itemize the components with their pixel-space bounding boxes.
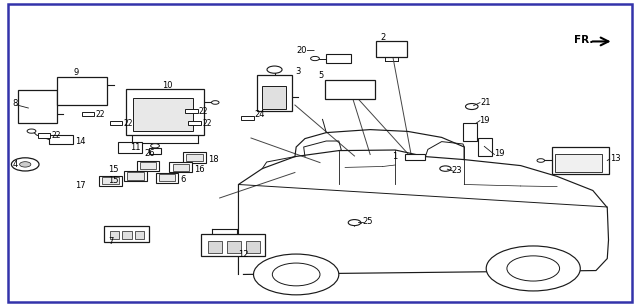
Circle shape <box>27 129 36 133</box>
Text: FR.: FR. <box>574 35 593 45</box>
Bar <box>185 109 198 114</box>
Bar <box>201 234 265 256</box>
Circle shape <box>267 66 282 73</box>
Bar <box>246 241 260 253</box>
Bar <box>127 173 144 180</box>
Bar <box>463 123 477 141</box>
Circle shape <box>150 144 159 148</box>
Bar <box>183 152 206 162</box>
Text: 26: 26 <box>145 148 155 158</box>
Circle shape <box>12 158 39 171</box>
Text: 21: 21 <box>481 98 491 106</box>
Circle shape <box>507 256 559 281</box>
Bar <box>137 161 159 171</box>
Circle shape <box>211 101 219 104</box>
Bar <box>159 174 175 181</box>
Text: 14: 14 <box>75 136 85 146</box>
Bar <box>326 54 351 63</box>
Text: 10: 10 <box>162 81 172 90</box>
Circle shape <box>486 246 580 291</box>
Bar <box>38 133 51 138</box>
Text: 18: 18 <box>209 155 219 164</box>
Bar <box>124 171 147 181</box>
Bar <box>135 231 145 239</box>
Bar <box>325 80 375 99</box>
Bar <box>209 241 222 253</box>
Text: 12: 12 <box>239 250 249 259</box>
Text: 6: 6 <box>180 175 186 184</box>
Text: 5: 5 <box>319 71 324 80</box>
Bar <box>188 121 201 125</box>
Text: 15: 15 <box>108 165 118 174</box>
Bar <box>257 75 292 111</box>
Circle shape <box>20 162 31 167</box>
Circle shape <box>440 166 451 171</box>
Bar <box>556 155 602 173</box>
Text: 11: 11 <box>131 143 141 151</box>
Bar <box>405 154 426 160</box>
Text: 22: 22 <box>199 106 209 116</box>
Text: 2: 2 <box>381 33 386 42</box>
Text: 7: 7 <box>108 237 113 246</box>
Text: 22: 22 <box>52 131 61 140</box>
Text: 17: 17 <box>76 181 86 190</box>
Text: 16: 16 <box>195 165 205 174</box>
Text: 23: 23 <box>452 166 462 176</box>
Bar <box>122 231 132 239</box>
Text: 22: 22 <box>124 118 133 128</box>
Bar <box>173 164 189 171</box>
Bar <box>227 241 241 253</box>
Bar <box>110 231 119 239</box>
Bar <box>18 90 56 123</box>
Bar <box>156 173 179 183</box>
Bar <box>478 138 492 156</box>
Bar <box>262 86 285 109</box>
Text: 22: 22 <box>202 118 212 128</box>
Circle shape <box>348 220 361 226</box>
Circle shape <box>253 254 339 295</box>
Bar <box>186 154 203 161</box>
Circle shape <box>273 263 320 286</box>
Bar <box>56 76 107 105</box>
Text: 1: 1 <box>392 152 397 161</box>
Bar <box>110 121 122 125</box>
Text: 20—: 20— <box>296 46 315 55</box>
Bar <box>552 147 609 174</box>
Circle shape <box>537 159 545 162</box>
Bar <box>241 116 253 120</box>
Bar <box>118 142 142 153</box>
Bar <box>133 99 193 131</box>
Bar <box>140 162 156 170</box>
Text: 24: 24 <box>255 110 265 118</box>
Text: 25: 25 <box>363 217 373 226</box>
Text: 8: 8 <box>13 99 18 108</box>
Bar <box>49 135 73 144</box>
Bar <box>102 177 118 185</box>
Bar <box>125 88 204 135</box>
Text: 19: 19 <box>494 149 505 159</box>
Circle shape <box>465 103 478 110</box>
Text: 4: 4 <box>13 160 18 169</box>
Text: 3: 3 <box>295 67 300 76</box>
Bar <box>170 162 192 173</box>
Text: 15: 15 <box>108 176 118 185</box>
Circle shape <box>310 56 319 61</box>
Bar <box>149 148 161 154</box>
Bar <box>99 176 122 186</box>
Text: 9: 9 <box>74 68 79 76</box>
Bar <box>104 226 148 242</box>
Text: 22: 22 <box>95 110 105 118</box>
Bar <box>376 41 406 57</box>
Text: 19: 19 <box>479 115 490 125</box>
Bar <box>82 112 94 116</box>
Text: 13: 13 <box>610 154 620 162</box>
